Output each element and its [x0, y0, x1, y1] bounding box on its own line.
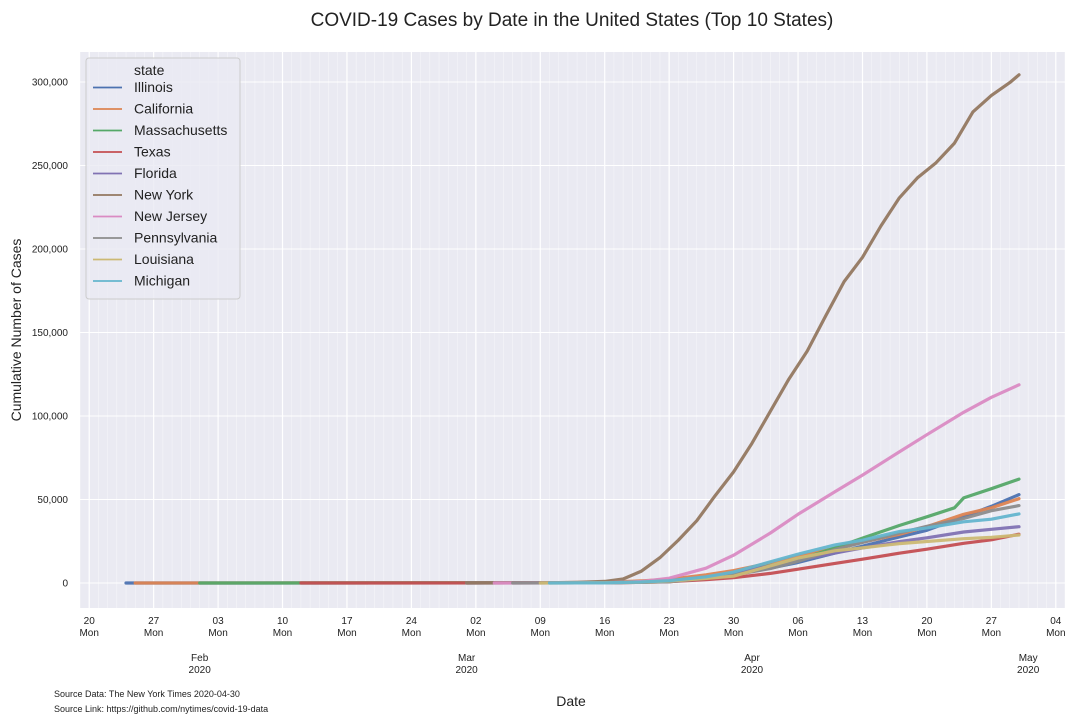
x-tick-weekday-label: Mon [402, 628, 421, 639]
legend-box [85, 57, 241, 300]
y-tick-label: 100,000 [32, 411, 69, 422]
y-tick-label: 0 [62, 578, 68, 589]
x-tick-weekday-label: Mon [595, 628, 614, 639]
legend-entry-label: Michigan [134, 273, 190, 289]
x-tick-month-label: Mar [458, 653, 476, 664]
x-tick-weekday-label: Mon [724, 628, 743, 639]
x-tick-day-label: 16 [599, 616, 611, 627]
legend-title: state [134, 62, 165, 78]
y-tick-label: 200,000 [32, 245, 69, 256]
x-tick-month-label: Apr [744, 653, 760, 664]
x-tick-weekday-label: Mon [337, 628, 356, 639]
series-line-michigan [547, 512, 1021, 585]
x-tick-day-label: 10 [277, 616, 289, 627]
x-tick-day-label: 03 [213, 616, 225, 627]
x-axis-ticks: 20Mon27Mon03Mon10Mon17Mon24Mon02Mon09Mon… [79, 616, 1065, 676]
x-tick-weekday-label: Mon [982, 628, 1001, 639]
x-tick-day-label: 23 [664, 616, 676, 627]
x-tick-year-label: 2020 [1017, 665, 1040, 676]
x-tick-day-label: 17 [341, 616, 353, 627]
x-tick-year-label: 2020 [456, 665, 479, 676]
legend-entry-label: Pennsylvania [134, 230, 217, 246]
x-tick-day-label: 13 [857, 616, 869, 627]
x-tick-day-label: 27 [986, 616, 998, 627]
x-tick-day-label: 04 [1050, 616, 1062, 627]
x-tick-weekday-label: Mon [144, 628, 163, 639]
chart-title: COVID-19 Cases by Date in the United Sta… [311, 10, 834, 31]
x-tick-weekday-label: Mon [466, 628, 485, 639]
x-tick-day-label: 09 [535, 616, 547, 627]
y-tick-label: 250,000 [32, 161, 69, 172]
x-tick-day-label: 24 [406, 616, 418, 627]
x-tick-weekday-label: Mon [659, 628, 678, 639]
plot-area [80, 52, 1065, 608]
x-tick-weekday-label: Mon [79, 628, 98, 639]
legend-entry-label: California [134, 101, 193, 117]
source-data-note: Source Data: The New York Times 2020-04-… [54, 689, 240, 699]
x-tick-weekday-label: Mon [531, 628, 550, 639]
x-tick-day-label: 06 [792, 616, 804, 627]
x-tick-month-label: May [1019, 653, 1038, 664]
x-tick-weekday-label: Mon [208, 628, 227, 639]
x-tick-year-label: 2020 [741, 665, 764, 676]
legend-entry-label: New Jersey [134, 208, 207, 224]
y-tick-label: 50,000 [37, 495, 68, 506]
y-tick-label: 300,000 [32, 78, 69, 89]
y-axis-label: Cumulative Number of Cases [8, 239, 24, 422]
x-tick-day-label: 20 [921, 616, 933, 627]
x-tick-year-label: 2020 [189, 665, 212, 676]
legend-entry-label: Illinois [134, 79, 173, 95]
legend-entry-label: Massachusetts [134, 122, 227, 138]
x-axis-label: Date [556, 693, 586, 709]
x-tick-weekday-label: Mon [917, 628, 936, 639]
x-tick-day-label: 30 [728, 616, 740, 627]
x-tick-day-label: 20 [84, 616, 96, 627]
x-tick-day-label: 27 [148, 616, 160, 627]
x-tick-weekday-label: Mon [1046, 628, 1065, 639]
legend-entry-label: Texas [134, 144, 171, 160]
y-tick-label: 150,000 [32, 328, 69, 339]
legend-entry-label: New York [134, 187, 194, 203]
x-tick-weekday-label: Mon [273, 628, 292, 639]
legend: state Illinois California Massachusetts Tex… [85, 57, 241, 300]
y-axis-ticks: 0 50,000 100,000 150,000 200,000 250,000 300,0… [32, 78, 69, 590]
legend-entry-label: Louisiana [134, 251, 194, 267]
legend-entry-label: Florida [134, 165, 177, 181]
source-link-note: Source Link: https://github.com/nytimes/… [54, 704, 268, 714]
x-tick-day-label: 02 [470, 616, 482, 627]
legend-items: Illinois California Massachusetts Texas Flor… [93, 79, 227, 289]
series-line-new-york [465, 73, 1021, 585]
x-tick-weekday-label: Mon [788, 628, 807, 639]
x-tick-weekday-label: Mon [853, 628, 872, 639]
series-lines [124, 73, 1021, 585]
x-tick-month-label: Feb [191, 653, 209, 664]
